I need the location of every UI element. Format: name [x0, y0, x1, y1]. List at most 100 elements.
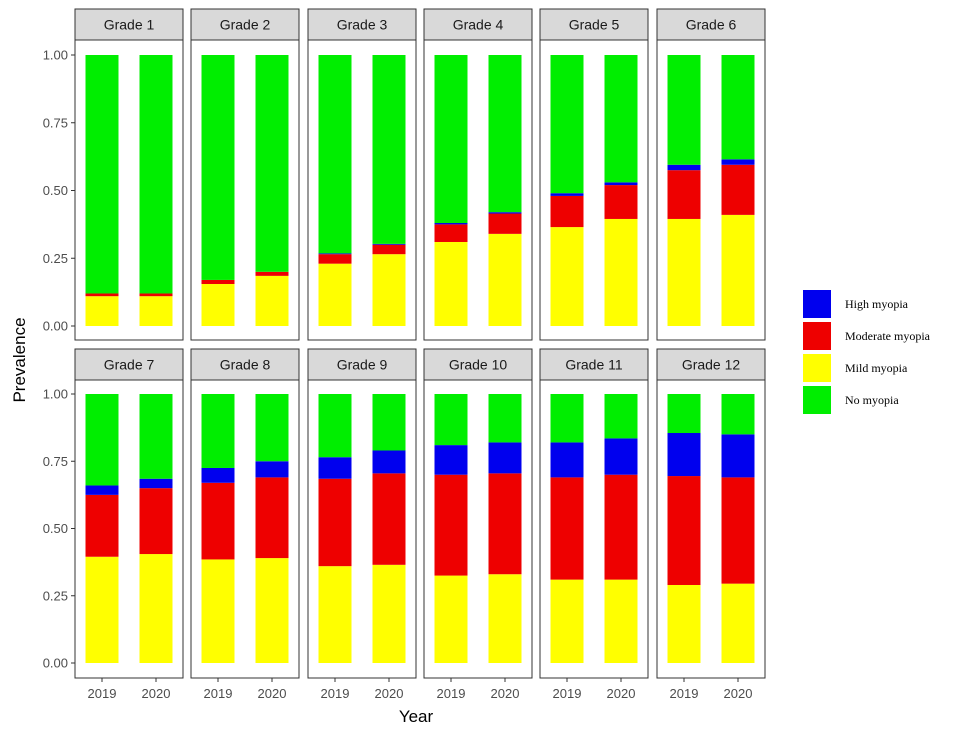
- bar-segment-no-myopia: [85, 55, 119, 294]
- bar-segment-no-myopia: [488, 394, 522, 443]
- bar-segment-no-myopia: [667, 55, 701, 165]
- y-tick-label: 0.00: [43, 319, 68, 334]
- bar-segment-no-myopia: [318, 55, 352, 254]
- facet-strip-label: Grade 5: [569, 17, 620, 33]
- facet-strip-label: Grade 3: [337, 17, 388, 33]
- bar-segment-mild-myopia: [318, 263, 352, 326]
- bar-segment-high-myopia: [139, 478, 173, 489]
- x-tick-label: 2019: [321, 686, 350, 701]
- facet-strip-label: Grade 1: [104, 17, 155, 33]
- facet-strip: [423, 348, 533, 381]
- bar-segment-moderate-myopia: [434, 224, 468, 242]
- bar-segment-high-myopia: [201, 467, 235, 483]
- bar-segment-mild-myopia: [255, 558, 289, 663]
- bar-segment-mild-myopia: [604, 579, 638, 663]
- bar-segment-mild-myopia: [85, 556, 119, 663]
- bar-segment-moderate-myopia: [201, 279, 235, 284]
- facet-strip-label: Grade 6: [686, 17, 737, 33]
- facet-strip: [656, 8, 766, 41]
- x-tick-label: 2019: [88, 686, 117, 701]
- bar-segment-no-myopia: [139, 55, 173, 294]
- bar-segment-moderate-myopia: [85, 293, 119, 297]
- facet-panel: Grade 2: [190, 8, 300, 341]
- bar-segment-high-myopia: [550, 193, 584, 196]
- facet-strip-label: Grade 7: [104, 357, 155, 373]
- bar-segment-high-myopia: [604, 182, 638, 186]
- facet-strip-label: Grade 12: [682, 357, 741, 373]
- bar-segment-no-myopia: [372, 394, 406, 451]
- bar-segment-moderate-myopia: [667, 476, 701, 585]
- facet-strip-label: Grade 10: [449, 357, 508, 373]
- bar-segment-no-myopia: [667, 394, 701, 434]
- bar-segment-high-myopia: [318, 253, 352, 255]
- bar-segment-moderate-myopia: [550, 195, 584, 228]
- y-tick-label: 0.25: [43, 588, 68, 603]
- bar-segment-no-myopia: [255, 394, 289, 462]
- y-axis-title: Prevalence: [10, 317, 29, 402]
- bar-segment-high-myopia: [85, 485, 119, 495]
- bar-segment-moderate-myopia: [139, 293, 173, 297]
- bar-segment-high-myopia: [604, 438, 638, 475]
- legend: High myopia Moderate myopia Mild myopia No …: [803, 290, 931, 414]
- bar-segment-high-myopia: [667, 433, 701, 477]
- bar-segment-mild-myopia: [139, 296, 173, 326]
- bar-segment-mild-myopia: [139, 554, 173, 663]
- facet-panel: Grade 3: [307, 8, 417, 341]
- y-tick-label: 0.00: [43, 656, 68, 671]
- bar-segment-moderate-myopia: [318, 478, 352, 567]
- x-tick-label: 2020: [491, 686, 520, 701]
- bar-segment-moderate-myopia: [318, 254, 352, 264]
- facet-panel: Grade 9 2019 2020: [307, 348, 417, 701]
- facet-strip: [190, 8, 300, 41]
- bar-segment-no-myopia: [201, 394, 235, 468]
- facet-strip-label: Grade 8: [220, 357, 271, 373]
- bar-segment-moderate-myopia: [434, 474, 468, 576]
- bar-segment-mild-myopia: [255, 275, 289, 326]
- legend-label: No myopia: [845, 393, 899, 407]
- bar-segment-no-myopia: [255, 55, 289, 272]
- facet-strip: [74, 8, 184, 41]
- legend-swatch: [803, 290, 831, 318]
- bar-segment-no-myopia: [721, 55, 755, 160]
- bar-segment-mild-myopia: [550, 227, 584, 326]
- bar-segment-moderate-myopia: [667, 170, 701, 219]
- bar-segment-no-myopia: [604, 55, 638, 183]
- facet-panel: Grade 7 2019 2020 0.00 0.25 0.50 0.75 1.00: [43, 348, 184, 701]
- facet-strip-label: Grade 2: [220, 17, 271, 33]
- facet-strip-label: Grade 4: [453, 17, 504, 33]
- bar-segment-no-myopia: [488, 55, 522, 213]
- bar-segment-no-myopia: [139, 394, 173, 479]
- bar-segment-mild-myopia: [488, 233, 522, 326]
- bar-segment-high-myopia: [488, 212, 522, 214]
- bar-segment-mild-myopia: [604, 218, 638, 326]
- bar-segment-mild-myopia: [434, 575, 468, 663]
- bar-segment-moderate-myopia: [255, 271, 289, 276]
- bar-segment-no-myopia: [318, 394, 352, 458]
- legend-label: Moderate myopia: [845, 329, 931, 343]
- bar-segment-no-myopia: [372, 55, 406, 244]
- bar-segment-high-myopia: [255, 461, 289, 478]
- x-tick-label: 2019: [204, 686, 233, 701]
- bar-segment-moderate-myopia: [372, 244, 406, 255]
- facet-strip: [74, 348, 184, 381]
- bar-segment-high-myopia: [434, 445, 468, 475]
- facet-panel: Grade 1 0.00 0.25 0.50 0.75 1.00: [43, 8, 184, 341]
- bar-segment-high-myopia: [488, 442, 522, 474]
- facet-panel: Grade 12 2019 2020: [656, 348, 766, 701]
- bar-segment-high-myopia: [372, 450, 406, 474]
- y-tick-label: 0.50: [43, 521, 68, 536]
- y-tick-label: 1.00: [43, 48, 68, 63]
- legend-label: Mild myopia: [845, 361, 908, 375]
- bar-segment-no-myopia: [550, 394, 584, 443]
- legend-label: High myopia: [845, 297, 909, 311]
- facet-panel: Grade 6: [656, 8, 766, 341]
- legend-swatch: [803, 386, 831, 414]
- y-tick-label: 0.25: [43, 251, 68, 266]
- bar-segment-moderate-myopia: [201, 482, 235, 560]
- bar-segment-moderate-myopia: [255, 477, 289, 559]
- x-tick-label: 2020: [724, 686, 753, 701]
- bar-segment-high-myopia: [550, 442, 584, 478]
- bar-segment-moderate-myopia: [550, 477, 584, 580]
- legend-swatch: [803, 322, 831, 350]
- bar-segment-high-myopia: [667, 164, 701, 171]
